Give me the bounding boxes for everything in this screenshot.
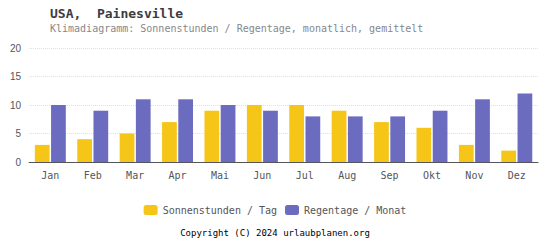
svg-text:Regentage / Monat: Regentage / Monat — [304, 205, 406, 216]
svg-text:Klimadiagramm: Sonnenstunden /: Klimadiagramm: Sonnenstunden / Regentage… — [50, 23, 423, 34]
svg-text:Nov: Nov — [465, 170, 483, 181]
svg-text:Mar: Mar — [126, 170, 144, 181]
svg-text:Aug: Aug — [338, 170, 356, 181]
svg-text:0: 0 — [16, 157, 22, 168]
svg-text:Jan: Jan — [41, 170, 59, 181]
svg-text:15: 15 — [10, 71, 22, 82]
svg-text:Feb: Feb — [84, 170, 102, 181]
svg-text:Okt: Okt — [423, 170, 441, 181]
svg-text:Copyright (C) 2024 urlaubplane: Copyright (C) 2024 urlaubplanen.org — [180, 228, 370, 238]
svg-text:Mai: Mai — [211, 170, 229, 181]
svg-text:Sep: Sep — [381, 170, 399, 181]
svg-text:Jul: Jul — [296, 170, 314, 181]
svg-text:Dez: Dez — [508, 170, 526, 181]
svg-text:Jun: Jun — [253, 170, 271, 181]
svg-text:5: 5 — [16, 128, 22, 139]
svg-text:Apr: Apr — [169, 170, 187, 181]
svg-text:10: 10 — [10, 100, 22, 111]
svg-text:20: 20 — [10, 43, 22, 54]
svg-text:USA, Painesville: USA, Painesville — [50, 6, 183, 21]
svg-text:Sonnenstunden / Tag: Sonnenstunden / Tag — [163, 205, 277, 216]
